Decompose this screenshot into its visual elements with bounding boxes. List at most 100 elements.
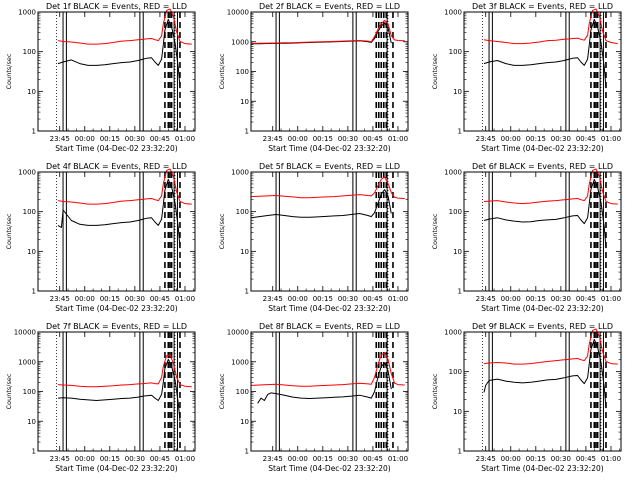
panel-title: Det 9f BLACK = Events, RED = LLD (472, 322, 613, 331)
events-series-line (250, 22, 392, 45)
detector-panel-5: Det 5f BLACK = Events, RED = LLD Counts/s… (218, 162, 409, 313)
x-tick-label: 00:30 (551, 295, 571, 303)
x-tick-label: 00:30 (125, 295, 145, 303)
y-axis-label: Counts/sec (431, 53, 439, 89)
panel-title: Det 7f BLACK = Events, RED = LLD (46, 322, 187, 331)
x-tick-label: 00:30 (338, 135, 358, 143)
y-tick-label: 10 (453, 408, 462, 416)
y-tick-label: 1000 (444, 329, 462, 337)
x-tick-label: 00:15 (313, 295, 333, 303)
y-tick-label: 1000 (444, 9, 462, 17)
y-tick-label: 100 (236, 388, 249, 396)
y-tick-label: 10 (453, 248, 462, 256)
y-tick-label: 10 (240, 98, 249, 106)
y-tick-label: 100 (23, 388, 36, 396)
x-tick-label: 00:00 (288, 295, 308, 303)
x-tick-label: 00:30 (551, 455, 571, 463)
x-tick-label: 23:45 (263, 455, 283, 463)
x-tick-label: 00:45 (576, 295, 596, 303)
plot-frame (37, 171, 196, 292)
x-tick-label: 00:00 (75, 135, 95, 143)
detector-panel-7: Det 7f BLACK = Events, RED = LLD Counts/s… (5, 322, 196, 473)
events-series-line (57, 18, 181, 89)
y-tick-label: 1000 (18, 358, 36, 366)
lld-series-line (483, 328, 618, 365)
x-tick-label: 01:00 (601, 295, 621, 303)
x-tick-label: 01:00 (175, 295, 195, 303)
x-tick-label: 00:15 (100, 455, 120, 463)
x-tick-label: 00:15 (100, 135, 120, 143)
y-axis-label: Counts/sec (431, 373, 439, 409)
x-tick-label: 00:30 (125, 135, 145, 143)
panel-title: Det 6f BLACK = Events, RED = LLD (472, 162, 613, 171)
lld-series-line (250, 19, 405, 44)
y-tick-label: 100 (449, 208, 462, 216)
y-tick-label: 1000 (231, 169, 249, 177)
plot-frame (37, 331, 196, 452)
panel-title: Det 4f BLACK = Events, RED = LLD (46, 162, 187, 171)
lld-series-line (57, 8, 192, 45)
panel-title: Det 8f BLACK = Events, RED = LLD (259, 322, 400, 331)
y-tick-label: 10 (453, 88, 462, 96)
y-tick-label: 1 (32, 288, 36, 296)
plot-frame (463, 331, 622, 452)
lld-series-line (250, 176, 405, 199)
y-tick-label: 10 (27, 248, 36, 256)
x-tick-label: 00:15 (313, 455, 333, 463)
x-axis-label: Start Time (04-Dec-02 23:32:20) (481, 144, 603, 153)
plot-frame (37, 11, 196, 132)
x-axis-label: Start Time (04-Dec-02 23:32:20) (481, 464, 603, 473)
x-tick-label: 23:45 (50, 295, 70, 303)
y-tick-label: 1 (245, 448, 249, 456)
x-tick-label: 00:15 (526, 455, 546, 463)
y-tick-label: 1 (32, 128, 36, 136)
x-tick-label: 00:30 (551, 135, 571, 143)
x-tick-label: 23:45 (50, 455, 70, 463)
panel-title: Det 3f BLACK = Events, RED = LLD (472, 2, 613, 11)
y-axis-label: Counts/sec (5, 213, 13, 249)
y-tick-label: 100 (23, 208, 36, 216)
x-tick-label: 23:45 (263, 295, 283, 303)
y-tick-label: 1000 (18, 9, 36, 17)
x-tick-label: 00:45 (363, 295, 383, 303)
x-axis-label: Start Time (04-Dec-02 23:32:20) (268, 144, 390, 153)
detector-panel-4: Det 4f BLACK = Events, RED = LLD Counts/s… (5, 162, 196, 313)
y-axis-label: Counts/sec (431, 213, 439, 249)
detector-panel-3: Det 3f BLACK = Events, RED = LLD Counts/s… (431, 2, 622, 153)
x-tick-label: 00:15 (100, 295, 120, 303)
y-tick-label: 1000 (231, 38, 249, 46)
y-axis-label: Counts/sec (218, 213, 226, 249)
panel-title: Det 5f BLACK = Events, RED = LLD (259, 162, 400, 171)
lld-series-line (483, 168, 618, 205)
y-axis-label: Counts/sec (5, 373, 13, 409)
detector-panel-9: Det 9f BLACK = Events, RED = LLD Counts/s… (431, 322, 622, 473)
x-tick-label: 01:00 (388, 135, 408, 143)
y-tick-label: 10000 (14, 329, 36, 337)
y-tick-label: 10 (240, 418, 249, 426)
lld-series-line (483, 8, 618, 45)
x-tick-label: 00:30 (338, 455, 358, 463)
y-tick-label: 10000 (227, 329, 249, 337)
x-tick-label: 00:00 (501, 135, 521, 143)
y-tick-label: 1000 (231, 358, 249, 366)
y-tick-label: 1 (32, 448, 36, 456)
events-series-line (57, 178, 181, 249)
x-tick-label: 00:45 (576, 455, 596, 463)
x-tick-label: 00:45 (150, 295, 170, 303)
y-tick-label: 1000 (18, 169, 36, 177)
x-tick-label: 00:00 (501, 295, 521, 303)
events-series-line (483, 338, 607, 409)
x-tick-label: 23:45 (263, 135, 283, 143)
x-tick-label: 00:30 (125, 455, 145, 463)
y-tick-label: 1 (245, 128, 249, 136)
y-tick-label: 1 (458, 288, 462, 296)
x-tick-label: 01:00 (175, 455, 195, 463)
events-series-line (483, 178, 607, 249)
panel-title: Det 2f BLACK = Events, RED = LLD (259, 2, 400, 11)
y-tick-label: 100 (449, 368, 462, 376)
panel-title: Det 1f BLACK = Events, RED = LLD (46, 2, 187, 11)
x-tick-label: 23:45 (476, 455, 496, 463)
plot-frame (250, 11, 409, 132)
y-tick-label: 100 (449, 48, 462, 56)
